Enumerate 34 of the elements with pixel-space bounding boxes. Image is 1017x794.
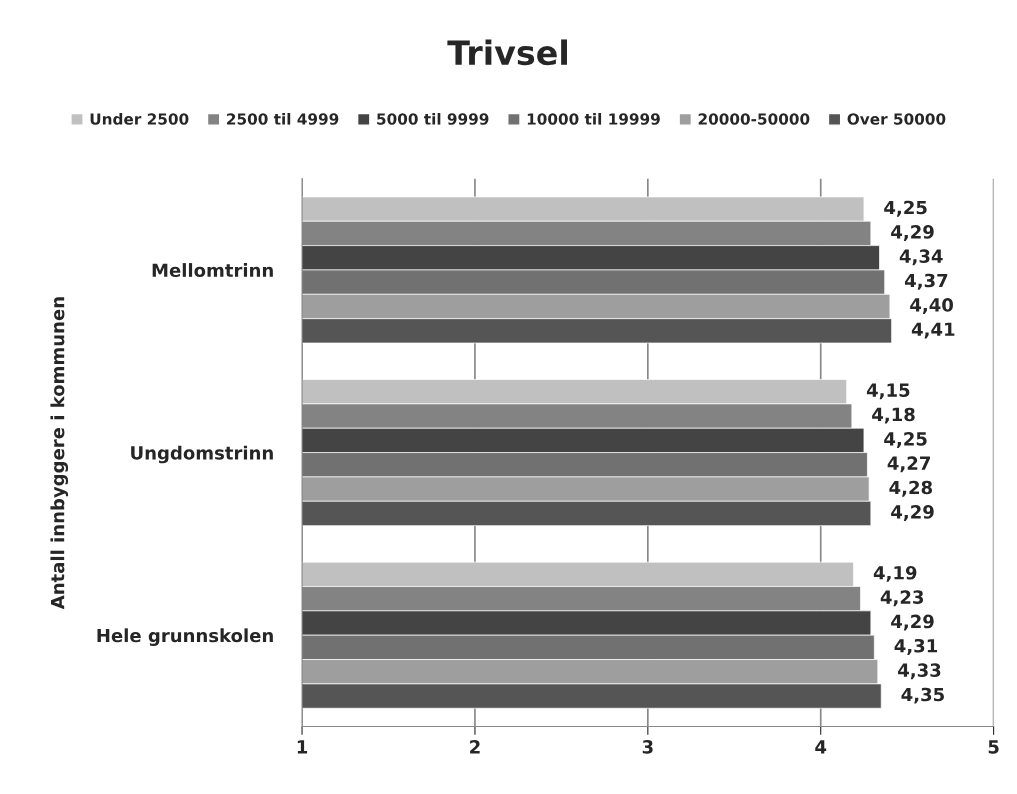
x-tick-label: 1 — [297, 740, 308, 754]
data-label: 4,37 — [904, 273, 948, 290]
data-label: 4,28 — [889, 480, 932, 497]
x-tick-label: 2 — [470, 740, 480, 754]
data-label: 4,34 — [899, 249, 943, 266]
legend-label: 5000 til 9999 — [377, 113, 489, 125]
legend-label: Over 50000 — [847, 113, 946, 125]
data-label: 4,29 — [891, 505, 934, 521]
legend-label: 2500 til 4999 — [227, 113, 339, 125]
x-tick-label: 5 — [988, 740, 999, 754]
x-tick-label: 3 — [642, 740, 653, 754]
chart-title: Trivsel — [447, 39, 567, 66]
data-label: 4,27 — [887, 456, 930, 473]
data-label: 4,25 — [884, 431, 927, 448]
data-label: 4,25 — [884, 200, 927, 217]
y-tick-label: Ungdomstrinn — [131, 445, 273, 464]
data-label: 4,33 — [898, 663, 941, 680]
data-label: 4,35 — [901, 687, 944, 704]
y-axis-title: Antall innbyggere i kommunen — [50, 297, 69, 610]
legend-label: 20000-50000 — [698, 113, 810, 125]
data-label: 4,41 — [911, 322, 955, 339]
data-label: 4,40 — [910, 298, 953, 315]
data-label: 4,15 — [866, 383, 910, 400]
data-label: 4,19 — [873, 565, 917, 582]
data-label: 4,31 — [894, 638, 938, 655]
x-tick-label: 4 — [815, 740, 827, 754]
legend-label: 10000 til 19999 — [527, 113, 660, 125]
data-label: 4,29 — [891, 614, 934, 631]
data-label: 4,18 — [872, 407, 915, 424]
y-tick-label: Hele grunnskolen — [97, 628, 273, 646]
data-label: 4,29 — [891, 225, 934, 241]
data-label: 4,23 — [880, 590, 924, 607]
y-tick-label: Mellomtrinn — [152, 263, 273, 278]
legend-label: Under 2500 — [90, 113, 189, 125]
